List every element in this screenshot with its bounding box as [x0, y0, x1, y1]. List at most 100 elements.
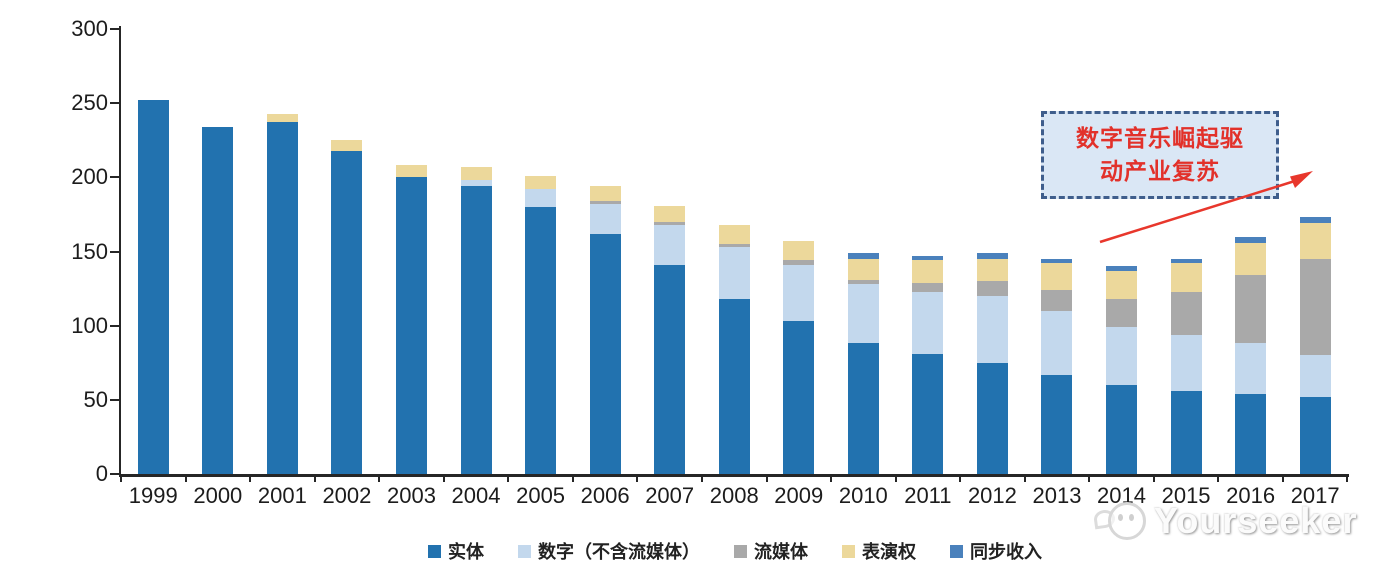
bar-segment-2017 [1299, 223, 1331, 259]
legend-item: 表演权 [842, 538, 916, 564]
bar-segment-2016 [1235, 242, 1267, 276]
x-tick-label-2004: 2004 [451, 483, 501, 508]
x-tick-label-2005: 2005 [516, 483, 566, 508]
x-tick-mark [959, 474, 962, 482]
bar-segment-2017 [1299, 217, 1331, 224]
x-tick-label-2007: 2007 [645, 483, 695, 508]
bar-segment-2002 [331, 150, 363, 474]
bar-segment-2004 [460, 186, 492, 474]
bar-segment-2017 [1299, 396, 1331, 474]
y-axis-line [119, 26, 121, 477]
bar-segment-2003 [395, 165, 427, 178]
x-tick-mark [184, 474, 187, 482]
x-tick-mark [507, 474, 510, 482]
legend-label: 同步收入 [970, 542, 1042, 562]
y-tick-mark [110, 473, 120, 475]
x-tick-mark [120, 474, 122, 482]
legend-swatch-icon [842, 544, 855, 558]
bar-segment-2015 [1170, 334, 1202, 391]
x-tick-mark [765, 474, 768, 482]
bar-segment-2016 [1235, 236, 1267, 243]
bar-segment-2009 [783, 241, 815, 261]
x-tick-label-2015: 2015 [1161, 483, 1211, 508]
bar-segment-2012 [976, 281, 1008, 296]
bar-segment-2014 [1106, 298, 1138, 328]
bar-segment-2016 [1235, 343, 1267, 394]
x-tick-mark [442, 474, 445, 482]
bar-segment-2014 [1106, 385, 1138, 474]
annotation-line-2: 动产业复苏 [1100, 158, 1220, 184]
bar-segment-2015 [1170, 291, 1202, 335]
bar-segment-2016 [1235, 393, 1267, 474]
bar-segment-2012 [976, 258, 1008, 282]
x-tick-label-2006: 2006 [580, 483, 630, 508]
bar-segment-2011 [912, 291, 944, 354]
bar-segment-2009 [783, 321, 815, 474]
bar-segment-2015 [1170, 390, 1202, 474]
bar-segment-2013 [1041, 310, 1073, 375]
bar-segment-2003 [395, 177, 427, 474]
x-tick-label-2003: 2003 [386, 483, 436, 508]
legend-item: 同步收入 [950, 538, 1042, 564]
bar-segment-2008 [718, 224, 750, 245]
y-tick-mark [110, 176, 120, 179]
y-tick-label: 300 [71, 16, 108, 41]
x-tick-mark [249, 474, 252, 482]
bar-segment-2007 [654, 221, 686, 225]
legend-label: 表演权 [862, 542, 916, 562]
bar-segment-2006 [589, 186, 621, 202]
x-tick-mark [378, 474, 381, 482]
legend-label: 实体 [448, 542, 484, 562]
bar-segment-2005 [525, 189, 557, 207]
y-tick-mark [110, 28, 120, 30]
legend-swatch-icon [428, 544, 441, 558]
y-tick-mark [110, 250, 120, 253]
eye-dot-icon [1129, 514, 1134, 521]
bar-segment-2017 [1299, 258, 1331, 356]
bar-segment-2008 [718, 247, 750, 299]
x-tick-label-2016: 2016 [1226, 483, 1276, 508]
x-tick-label-2012: 2012 [967, 483, 1017, 508]
bar-segment-2013 [1041, 263, 1073, 291]
watermark-text: Yourseeker [1154, 500, 1358, 541]
bar-segment-2010 [847, 284, 879, 344]
bar-segment-2004 [460, 180, 492, 187]
bar-segment-2011 [912, 353, 944, 474]
x-tick-label-2008: 2008 [709, 483, 759, 508]
x-tick-mark [1346, 474, 1349, 482]
bar-segment-2014 [1106, 327, 1138, 385]
bar-segment-2013 [1041, 374, 1073, 474]
bar-segment-2006 [589, 233, 621, 474]
bar-segment-2000 [202, 126, 234, 474]
legend-label: 流媒体 [754, 542, 808, 562]
bar-segment-2010 [847, 252, 879, 259]
x-tick-label-2002: 2002 [322, 483, 372, 508]
y-tick-mark [110, 398, 120, 401]
legend: 实体 数字（不含流媒体） 流媒体 表演权 同步收入 [121, 538, 1349, 564]
x-tick-mark [571, 474, 574, 482]
y-tick-label: 150 [71, 238, 108, 264]
bar-segment-2001 [266, 113, 298, 123]
x-tick-mark [700, 474, 703, 482]
legend-swatch-icon [518, 544, 531, 558]
bar-segment-2012 [976, 252, 1008, 259]
y-tick-label: 100 [71, 312, 108, 338]
bar-segment-2010 [847, 258, 879, 280]
bar-segment-2005 [525, 175, 557, 190]
bar-segment-2008 [718, 244, 750, 248]
bar-segment-2008 [718, 298, 750, 474]
bar-segment-2011 [912, 260, 944, 283]
y-tick-label: 0 [95, 461, 108, 486]
x-tick-mark [313, 474, 316, 482]
bar-segment-2011 [912, 282, 944, 292]
bar-segment-2007 [654, 205, 686, 222]
watermark-logo-icon [1092, 498, 1146, 544]
y-tick-mark [110, 324, 120, 327]
bar-segment-2004 [460, 166, 492, 181]
legend-swatch-icon [734, 544, 747, 558]
x-tick-mark [894, 474, 897, 482]
x-tick-label-2017: 2017 [1290, 483, 1340, 508]
watermark: Yourseeker [1092, 498, 1358, 544]
bar-segment-2001 [266, 122, 298, 474]
